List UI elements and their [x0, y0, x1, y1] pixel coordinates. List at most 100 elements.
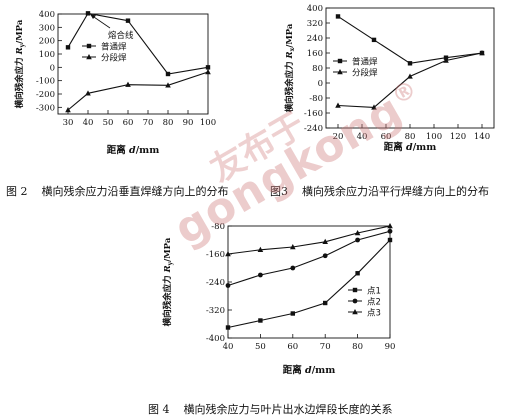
fig2-y-tick-label: 0: [50, 63, 55, 73]
fig4-plot-frame: [227, 225, 391, 339]
fig4-legend-marker: [352, 309, 358, 315]
fig2-x-tick-label: 90: [183, 118, 194, 128]
figure-3-caption: 图3 横向残余应力沿平行焊缝方向上的分布: [270, 183, 489, 199]
fig4-x-tick-label: 80: [352, 342, 363, 352]
fig3-chart: [325, 7, 495, 129]
fig2-legend-marker: [86, 54, 92, 60]
fig2-x-tick-label: 70: [143, 118, 154, 128]
fig3-x-tick-label: 120: [450, 132, 466, 142]
fig2-y-tick-label: -100: [36, 77, 55, 87]
fig4-series-1-point: [355, 271, 360, 276]
fig3-series-1-point: [371, 37, 377, 43]
figure-4-number: 图 4: [148, 403, 170, 416]
fig4-series-3-point: [257, 246, 264, 252]
fig3-series-1-point: [407, 61, 413, 66]
fig4-x-tick-label: 70: [320, 342, 331, 352]
fig4-series-1-line: [227, 239, 391, 329]
fig3-legend-marker: [337, 58, 343, 64]
fig2-y-tick-label: 400: [39, 10, 55, 20]
fig2-series-1-point: [85, 11, 91, 16]
fig3-x-tick-label: 100: [426, 132, 442, 142]
fig2-annotation-label: 熔合线: [108, 30, 134, 41]
fig4-x-tick-label: 90: [385, 342, 396, 352]
fig3-legend-label: 普通焊: [352, 57, 378, 68]
fig2-series-2-point: [65, 107, 71, 113]
fig2-x-tick-label: 60: [123, 118, 134, 128]
fig4-y-tick-label: -240: [206, 278, 225, 288]
fig3-y-tick-label: -240: [304, 124, 323, 134]
fig4-series-3-point: [354, 230, 361, 236]
fig4-series-3-point: [225, 251, 231, 257]
fig2-annotation-arrowhead: [90, 14, 96, 19]
fig3-y-tick-label: 400: [307, 4, 323, 14]
fig2-series-1-line: [67, 12, 209, 75]
fig2-series-2-line: [67, 71, 209, 111]
fig4-series-1-point: [387, 237, 393, 243]
fig3-y-tick-label: 160: [307, 49, 323, 59]
fig3-y-tick-label: 0: [318, 79, 323, 89]
fig2-legend-label: 分段焊: [101, 53, 127, 64]
fig4-series-1-point: [258, 318, 263, 323]
fig4-series-2-point: [322, 253, 328, 259]
fig4-series-3-line: [227, 225, 391, 255]
fig2-series-1-point: [205, 65, 211, 70]
fig2-y-tick-label: -200: [36, 90, 55, 100]
fig2-y-tick-label: 100: [39, 50, 55, 60]
fig3-legend-marker: [337, 69, 343, 75]
fig2-y-tick-label: 200: [39, 37, 55, 47]
fig2-legend-marker: [86, 43, 92, 49]
fig4-series-2-point: [355, 237, 360, 243]
fig3-series-1-line: [337, 15, 483, 64]
fig3-series-2-point: [335, 102, 341, 108]
fig4-x-tick-label: 40: [223, 342, 234, 352]
fig3-x-tick-label: 80: [405, 132, 416, 142]
figure-3-caption-text: 横向残余应力沿平行焊缝方向上的分布: [302, 185, 489, 198]
fig4-series-1-point: [323, 300, 328, 306]
fig3-y-tick-label: 80: [312, 64, 323, 74]
fig2-x-tick-label: 40: [83, 118, 94, 128]
fig4-y-tick-label: -400: [206, 334, 225, 344]
fig3-series-2-point: [371, 104, 377, 110]
fig3-x-tick-label: 60: [381, 132, 392, 142]
fig2-series-2-point: [85, 90, 91, 96]
figure-4-caption: 图 4 横向残余应力与叶片出水边焊段长度的关系: [148, 401, 393, 417]
fig2-x-tick-label: 80: [163, 118, 174, 128]
fig2-y-tick-label: -300: [36, 103, 55, 113]
fig4-series-2-point: [290, 265, 296, 271]
fig3-series-2-point: [443, 57, 449, 63]
fig3-y-axis-label: 横向残余应力 Rx/MPa: [284, 23, 296, 113]
fig4-y-axis-label: 横向残余应力 Ry/MPa: [162, 237, 174, 327]
fig4-series-1-point: [290, 311, 295, 316]
fig2-y-tick-label: 300: [39, 23, 55, 33]
fig3-legend-label: 分段焊: [352, 68, 378, 79]
fig2-legend-label: 普通焊: [101, 42, 127, 53]
fig3-y-tick-label: -80: [309, 94, 323, 104]
fig4-legend-label: 点1: [367, 287, 381, 297]
fig3-x-axis-label: 距离 d/mm: [384, 141, 437, 153]
fig2-x-tick-label: 100: [200, 118, 216, 128]
fig3-y-tick-label: 320: [307, 19, 323, 29]
fig4-legend-marker: [352, 298, 358, 304]
fig4-series-3-point: [290, 244, 296, 250]
fig2-series-2-point: [125, 81, 131, 87]
fig4-y-tick-label: -80: [211, 222, 225, 232]
fig4-series-1-point: [225, 325, 231, 330]
fig3-x-tick-label: 140: [474, 132, 490, 142]
fig2-series-1-point: [65, 45, 71, 50]
fig2-y-axis-label: 横向残余应力 Ry/MPa: [14, 19, 26, 109]
fig4-series-3-point: [387, 223, 393, 229]
fig3-x-tick-label: 40: [357, 132, 368, 142]
fig2-series-2-point: [165, 82, 171, 88]
fig4-legend-label: 点2: [367, 298, 381, 308]
fig4-y-tick-label: -160: [206, 250, 225, 260]
fig4-legend-label: 点3: [367, 309, 381, 319]
fig4-x-tick-label: 60: [287, 342, 298, 352]
fig3-series-2-point: [407, 73, 413, 79]
fig3-y-tick-label: 240: [307, 34, 323, 44]
fig4-legend-marker: [352, 287, 358, 293]
fig2-plot-frame: [57, 13, 209, 115]
fig2-series-2-point: [205, 69, 211, 75]
fig3-x-tick-label: 20: [333, 132, 344, 142]
fig4-x-tick-label: 50: [255, 342, 266, 352]
fig2-x-tick-label: 50: [103, 118, 114, 128]
